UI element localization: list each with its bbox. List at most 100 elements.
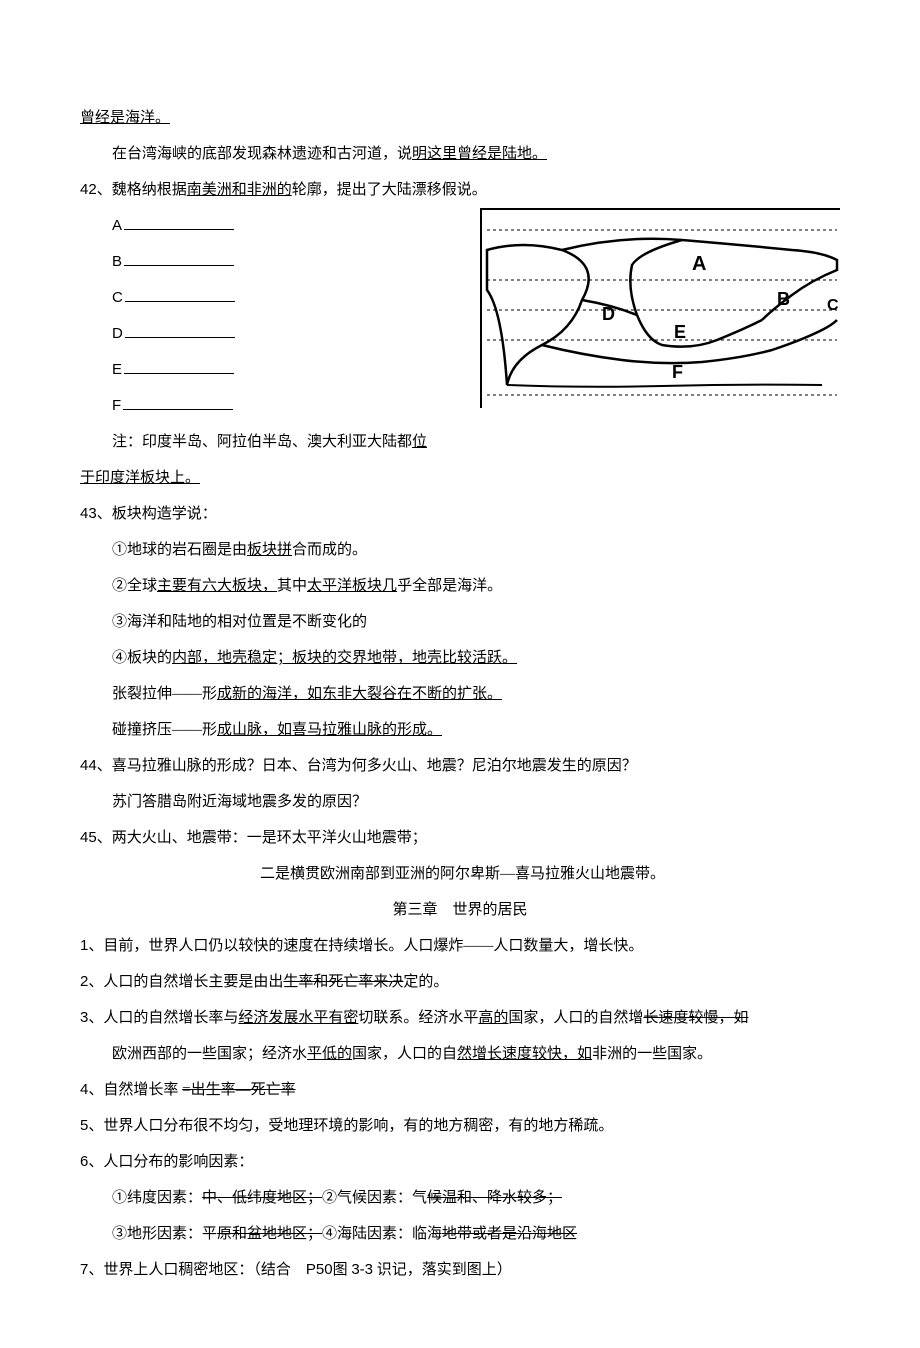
- ch3-q3-l2: 欧洲西部的一些国家；经济水平低的国家，人口的自然增长速度较快，如非洲的一些国家。: [80, 1036, 840, 1072]
- blank-c-line: [125, 288, 235, 302]
- ch3-q6-l2: ③地形因素：平原和盆地地区；④海陆因素：临海地带或者是沿海地区: [80, 1216, 840, 1252]
- ch3-q6-l1: ①纬度因素：中、低纬度地区；②气候因素：气候温和、降水较多；: [80, 1180, 840, 1216]
- ch3-q3-1m: 切联系。经济水平: [358, 1010, 478, 1026]
- ch3-q4: 4、自然增长率 =出生率—死亡率: [80, 1072, 840, 1108]
- ch3-q7-pref: P50: [306, 1261, 333, 1278]
- q43-1-p: ①地球的岩石圈是由: [112, 542, 247, 558]
- ch3-q3-2u2: 然增长速度较快，如: [457, 1046, 592, 1062]
- q45-line2: 二是横贯欧洲南部到亚洲的阿尔卑斯—喜马拉雅火山地震带。: [80, 856, 840, 892]
- ch3-q3-1p: 、人口的自然增长率与: [88, 1010, 238, 1026]
- intro-line-1: 曾经是海洋。: [80, 100, 840, 136]
- svg-text:D: D: [602, 304, 615, 324]
- ch3-q5: 5、世界人口分布很不均匀，受地理环境的影响，有的地方稠密，有的地方稀疏。: [80, 1108, 840, 1144]
- q43-item6: 碰撞挤压——形成山脉，如喜马拉雅山脉的形成。: [80, 712, 840, 748]
- q44-line1: 44、喜马拉雅山脉的形成？日本、台湾为何多火山、地震？尼泊尔地震发生的原因？: [80, 748, 840, 784]
- q43-5-p: 张裂拉伸——形: [112, 686, 217, 702]
- intro-2-underlined: 明这里曾经是陆地。: [412, 146, 547, 162]
- q44-line2: 苏门答腊岛附近海域地震多发的原因？: [80, 784, 840, 820]
- blank-d-label: D: [112, 325, 123, 342]
- q42-blank-a: A: [80, 208, 460, 244]
- svg-text:A: A: [692, 253, 706, 275]
- q42-blanks: A B C D E F: [80, 208, 460, 424]
- svg-text:B: B: [777, 289, 790, 309]
- blank-c-label: C: [112, 289, 123, 306]
- q43-2-u2: 太平洋板块几: [307, 578, 397, 594]
- ch3-q6-1p: ①纬度因素：: [112, 1190, 202, 1206]
- ch3-q5-text: 、世界人口分布很不均匀，受地理环境的影响，有的地方稠密，有的地方稀疏。: [88, 1118, 613, 1134]
- q42-note-u: 位: [412, 434, 427, 450]
- q42-note-2-text: 于印度洋板块上。: [80, 470, 200, 486]
- ch3-q3-1m2: 国家，人口的自然增: [508, 1010, 643, 1026]
- q45-num: 45: [80, 829, 97, 846]
- ch3-q2-p: 、人口的自然增长主要是由出: [88, 974, 283, 990]
- q42-blank-e: E: [80, 352, 460, 388]
- ch3-q7-s: 识记，落实到图上）: [373, 1262, 512, 1278]
- blank-e-line: [124, 360, 234, 374]
- ch3-q6-2s2: 地带或者是沿海地区: [442, 1226, 577, 1242]
- q42-underlined: 南美洲和非洲的: [187, 182, 292, 198]
- ch3-q6-1m: ②气候因素：气: [322, 1190, 427, 1206]
- ch3-q3-l1: 3、人口的自然增长率与经济发展水平有密切联系。经济水平高的国家，人口的自然增长速…: [80, 1000, 840, 1036]
- ch3-q7-fig: 3-3: [351, 1261, 373, 1278]
- q45-2-t: 二是横贯欧洲南部到亚洲的阿尔卑斯—喜马拉雅火山地震带。: [260, 866, 665, 882]
- q43-item1: ①地球的岩石圈是由板块拼合而成的。: [80, 532, 840, 568]
- q43-item2: ②全球主要有六大板块，其中太平洋板块几乎全部是海洋。: [80, 568, 840, 604]
- q44-2-t: 苏门答腊岛附近海域地震多发的原因？: [112, 794, 367, 810]
- ch3-q6-2m: ④海陆因素：临海: [322, 1226, 442, 1242]
- ch3-q2: 2、人口的自然增长主要是由出生率和死亡率来决定的。: [80, 964, 840, 1000]
- q43-title-text: 、板块构造学说：: [97, 506, 217, 522]
- ch3-q3-1u1: 经济发展水平有密: [238, 1010, 358, 1026]
- ch3-q3-2s: 非洲的一些国家。: [592, 1046, 712, 1062]
- blank-f-line: [123, 396, 233, 410]
- blank-f-label: F: [112, 397, 121, 414]
- q42-container: A B C D E F A B C D E F: [80, 208, 840, 424]
- ch3-q1-text: 、目前，世界人口仍以较快的速度在持续增长。人口爆炸——人口数量大，增长快。: [88, 938, 643, 954]
- q43-4-p: ④板块的: [112, 650, 172, 666]
- q42-note-2: 于印度洋板块上。: [80, 460, 840, 496]
- ch3-q7: 7、世界上人口稠密地区：（结合 P50图 3-3 识记，落实到图上）: [80, 1252, 840, 1288]
- ch3-q6-1s2: 候温和、降水较多；: [427, 1190, 562, 1206]
- ch3-q7-p: 、世界上人口稠密地区：（结合: [88, 1262, 306, 1278]
- ch3-q3-2m: 国家，人口的自: [352, 1046, 457, 1062]
- q42-suffix: 轮廓，提出了大陆漂移假说。: [292, 182, 487, 198]
- q42-prefix: 、魏格纳根据: [97, 182, 187, 198]
- blank-a-line: [124, 216, 234, 230]
- q42-line: 42、魏格纳根据南美洲和非洲的轮廓，提出了大陆漂移假说。: [80, 172, 840, 208]
- q42-blank-d: D: [80, 316, 460, 352]
- ch3-q3-2p: 欧洲西部的一些国家；经济水: [112, 1046, 307, 1062]
- blank-b-label: B: [112, 253, 122, 270]
- q45-line1: 45、两大火山、地震带：一是环太平洋火山地震带；: [80, 820, 840, 856]
- q43-2-m: 其中: [277, 578, 307, 594]
- q42-note-1: 注：印度半岛、阿拉伯半岛、澳大利亚大陆都位: [80, 424, 840, 460]
- intro-line-2: 在台湾海峡的底部发现森林遗迹和古河道，说明这里曾经是陆地。: [80, 136, 840, 172]
- q43-num: 43: [80, 505, 97, 522]
- q42-blank-f: F: [80, 388, 460, 424]
- ch3-q2-suf: 定的。: [403, 974, 448, 990]
- q43-1-s: 合而成的。: [292, 542, 367, 558]
- svg-text:E: E: [674, 322, 686, 342]
- q43-6-u: 成山脉，如喜马拉雅山脉的形成。: [217, 722, 442, 738]
- ch3-q6-2p: ③地形因素：平: [112, 1226, 217, 1242]
- ch3-q3-1s: 长速度较慢，如: [643, 1010, 748, 1026]
- ch3-q4-p: 、自然增长率: [88, 1082, 182, 1098]
- q43-item4: ④板块的内部，地壳稳定；板块的交界地带，地壳比较活跃。: [80, 640, 840, 676]
- q44-num: 44: [80, 757, 97, 774]
- q43-2-p: ②全球: [112, 578, 157, 594]
- plate-map: A B C D E F: [480, 208, 840, 408]
- svg-text:F: F: [672, 362, 683, 382]
- intro-1-text: 曾经是海洋。: [80, 110, 170, 126]
- ch3-q6-2s1: 原和盆地地区；: [217, 1226, 322, 1242]
- q43-6-p: 碰撞挤压——形: [112, 722, 217, 738]
- q43-item5: 张裂拉伸——形成新的海洋，如东非大裂谷在不断的扩张。: [80, 676, 840, 712]
- ch3-q2-s: 生率和死亡率来决: [283, 974, 403, 990]
- ch3-q1: 1、目前，世界人口仍以较快的速度在持续增长。人口爆炸——人口数量大，增长快。: [80, 928, 840, 964]
- q43-2-u1: 主要有六大板块，: [157, 578, 277, 594]
- q44-1-t: 、喜马拉雅山脉的形成？日本、台湾为何多火山、地震？尼泊尔地震发生的原因？: [97, 758, 637, 774]
- ch3-q3-2u1: 平低的: [307, 1046, 352, 1062]
- ch3-q6-title: 6、人口分布的影响因素：: [80, 1144, 840, 1180]
- ch3-q6-1s1: 中、低纬度地区；: [202, 1190, 322, 1206]
- ch3-q7-m: 图: [333, 1262, 352, 1278]
- q43-2-s: 乎全部是海洋。: [397, 578, 502, 594]
- chapter3-title: 第三章 世界的居民: [80, 892, 840, 928]
- q43-item3: ③海洋和陆地的相对位置是不断变化的: [80, 604, 840, 640]
